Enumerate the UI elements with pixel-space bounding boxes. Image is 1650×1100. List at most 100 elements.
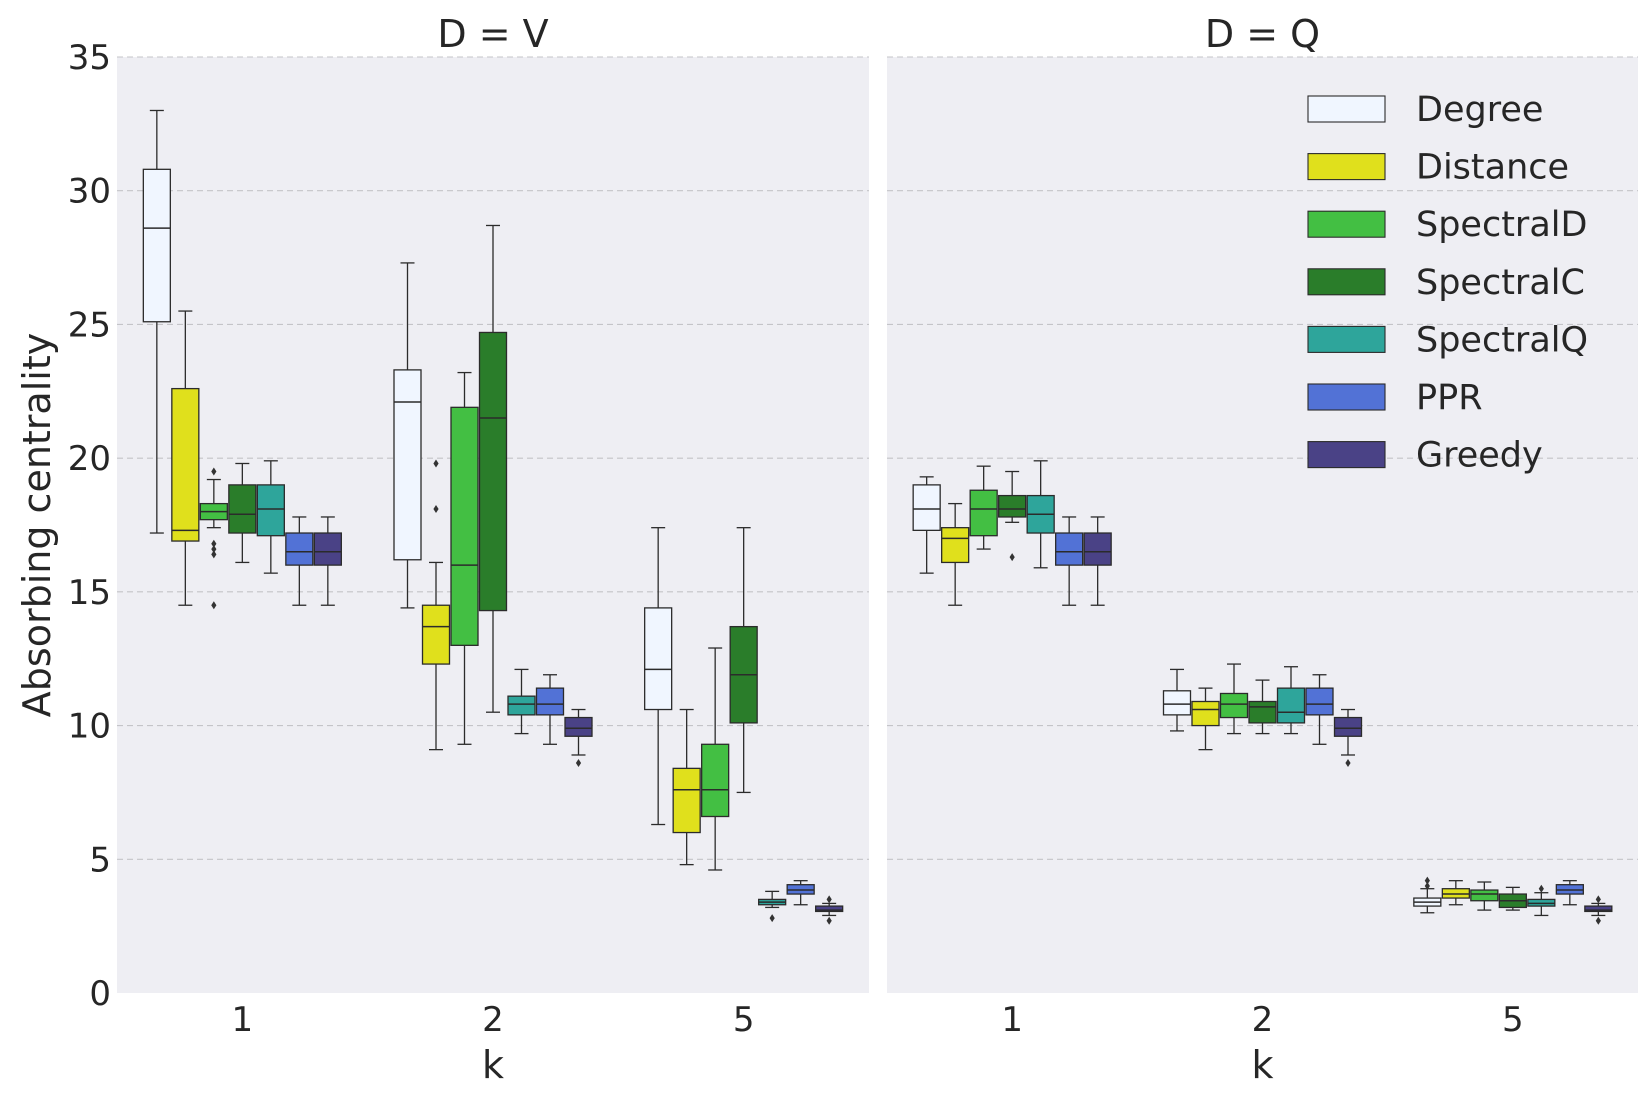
box-spectralq	[256, 460, 285, 574]
box-distance	[421, 459, 451, 751]
outlier-point	[826, 895, 832, 904]
iqr-box	[1248, 700, 1277, 724]
x-tick-label: 2	[482, 1000, 504, 1040]
iqr-box	[142, 168, 171, 323]
outlier-point	[1538, 884, 1544, 893]
box-greedy	[815, 895, 844, 925]
iqr-box	[998, 494, 1027, 518]
y-axis: 0 5 10 15 20 25 30 35 Absorbing centrality	[15, 38, 111, 1014]
y-tick-label: 5	[89, 840, 111, 880]
legend-swatch	[1307, 210, 1386, 238]
iqr-box	[256, 484, 285, 537]
box-distance	[672, 708, 701, 866]
x-tick-label: 1	[232, 1000, 254, 1040]
x-tick-label: 5	[733, 1000, 755, 1040]
box-spectralq	[1527, 884, 1556, 917]
legend-swatch	[1307, 441, 1386, 469]
iqr-box	[912, 484, 941, 531]
outlier-point	[211, 539, 217, 548]
legend-item-spectrald: SpectralD	[1307, 205, 1587, 245]
iqr-box	[1470, 889, 1499, 902]
legend: Degree Distance SpectralD SpectralC Spectral…	[1307, 90, 1588, 476]
y-tick-label: 25	[68, 305, 111, 345]
box-spectrald	[969, 465, 998, 550]
iqr-box	[450, 406, 479, 646]
box-distance	[1441, 880, 1470, 906]
iqr-box	[1219, 692, 1249, 719]
iqr-box	[701, 743, 730, 818]
x-axis-label: k	[1251, 1043, 1273, 1087]
box-degree	[912, 476, 941, 574]
outlier-point	[211, 545, 217, 554]
outlier-point	[433, 459, 439, 468]
legend-label: Degree	[1416, 90, 1543, 130]
box-ppr	[1555, 880, 1584, 906]
box-spectrald	[701, 647, 730, 871]
legend-swatch	[1307, 268, 1386, 296]
box-spectrald	[1470, 881, 1499, 911]
box-greedy	[1333, 708, 1363, 768]
iqr-box	[564, 716, 593, 737]
iqr-box	[969, 489, 998, 537]
x-tick-label: 5	[1502, 1000, 1524, 1040]
outlier-point	[211, 467, 217, 476]
iqr-box	[1305, 687, 1334, 716]
x-axis-label: k	[482, 1043, 504, 1087]
box-greedy	[1584, 895, 1613, 925]
box-ppr	[535, 674, 565, 745]
iqr-box	[1333, 716, 1363, 737]
y-axis-label: Absorbing centrality	[15, 333, 59, 717]
box-degree	[393, 262, 422, 609]
box-greedy	[313, 516, 342, 606]
iqr-box	[815, 905, 844, 913]
category-group: 5	[644, 527, 844, 1040]
iqr-box	[535, 687, 565, 716]
iqr-box	[1083, 532, 1112, 566]
outlier-point	[1009, 553, 1015, 562]
box-spectralq	[758, 890, 787, 923]
category-group: 2	[393, 224, 593, 1040]
iqr-box	[1276, 687, 1306, 724]
legend-item-distance: Distance	[1307, 148, 1569, 188]
outlier-point	[1424, 882, 1430, 891]
box-spectrald	[450, 371, 479, 745]
legend-item-ppr: PPR	[1307, 378, 1483, 418]
box-spectralc	[1498, 886, 1527, 911]
box-spectralq	[507, 668, 536, 735]
iqr-box	[285, 532, 314, 566]
box-spectralq	[1276, 666, 1306, 735]
iqr-box	[672, 767, 701, 834]
outlier-point	[211, 550, 217, 559]
box-degree	[142, 109, 171, 534]
iqr-box	[507, 695, 536, 716]
legend-item-degree: Degree	[1307, 90, 1543, 130]
iqr-box	[1191, 700, 1220, 727]
panel-title: D = V	[437, 12, 548, 56]
box-degree	[1162, 668, 1192, 732]
category-group: 1	[912, 460, 1112, 1040]
box-ppr	[1305, 674, 1334, 745]
x-tick-label: 1	[1001, 1000, 1023, 1040]
iqr-box	[644, 607, 673, 711]
iqr-box	[228, 484, 257, 534]
panel-d-v: D = V 1 2 5 k	[117, 12, 869, 1087]
outlier-point	[1595, 916, 1601, 925]
outlier-point	[826, 916, 832, 925]
category-group: 1	[142, 109, 342, 1040]
panel-background	[887, 57, 1638, 993]
y-tick-label: 15	[68, 573, 111, 613]
outlier-point	[433, 504, 439, 513]
iqr-box	[1055, 532, 1084, 566]
box-spectrald	[1219, 663, 1249, 735]
box-ppr	[1055, 516, 1084, 606]
legend-label: Distance	[1416, 148, 1569, 188]
iqr-box	[393, 369, 422, 561]
panel-d-q: D = Q 1 2 5 k	[887, 12, 1638, 1087]
box-ppr	[786, 880, 815, 906]
y-tick-label: 10	[68, 707, 111, 747]
box-spectralc	[228, 462, 257, 564]
panels: D = V 1 2 5 k D = Q 1 2 5 k	[117, 12, 1638, 1087]
legend-label: SpectralQ	[1416, 320, 1588, 360]
box-greedy	[1083, 516, 1112, 606]
